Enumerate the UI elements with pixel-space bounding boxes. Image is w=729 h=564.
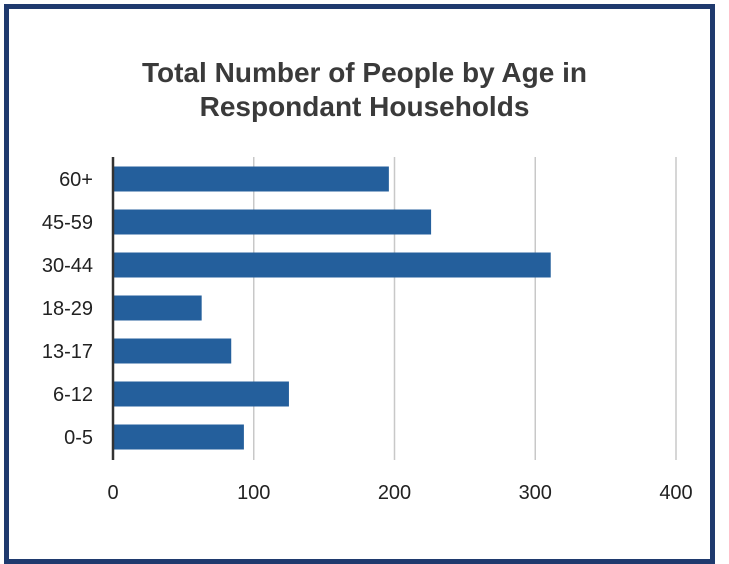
category-label-45-59: 45-59 <box>42 212 93 234</box>
x-tick-label-300: 300 <box>519 482 552 504</box>
x-tick-label-100: 100 <box>237 482 270 504</box>
chart-title-line-1: Total Number of People by Age in <box>142 57 587 88</box>
bars <box>113 166 551 450</box>
gridlines <box>253 157 677 460</box>
bar-18-29 <box>113 295 202 321</box>
category-label-18-29: 18-29 <box>42 298 93 320</box>
category-labels: 60+ 45-59 30-44 18-29 13-17 6-12 0-5 <box>42 169 93 449</box>
chart-title: Total Number of People by Age in Respond… <box>0 56 729 124</box>
x-tick-labels: 0 100 200 300 400 <box>107 482 692 504</box>
bar-13-17 <box>113 338 232 364</box>
category-label-0-5: 0-5 <box>64 427 93 449</box>
bar-30-44 <box>113 252 551 278</box>
category-label-60+: 60+ <box>59 169 93 191</box>
chart-frame <box>4 4 715 564</box>
category-label-6-12: 6-12 <box>53 384 93 406</box>
x-tick-label-0: 0 <box>107 482 118 504</box>
x-tick-label-200: 200 <box>378 482 411 504</box>
bar-chart: 60+ 45-59 30-44 18-29 13-17 6-12 0-5 0 100 200 30… <box>42 157 693 504</box>
chart-title-line-2: Respondant Households <box>199 91 530 122</box>
bar-60+ <box>113 166 389 192</box>
x-tick-label-400: 400 <box>659 482 692 504</box>
bar-45-59 <box>113 209 432 235</box>
category-label-30-44: 30-44 <box>42 255 93 277</box>
category-label-13-17: 13-17 <box>42 341 93 363</box>
bar-0-5 <box>113 424 244 450</box>
bar-6-12 <box>113 381 289 407</box>
